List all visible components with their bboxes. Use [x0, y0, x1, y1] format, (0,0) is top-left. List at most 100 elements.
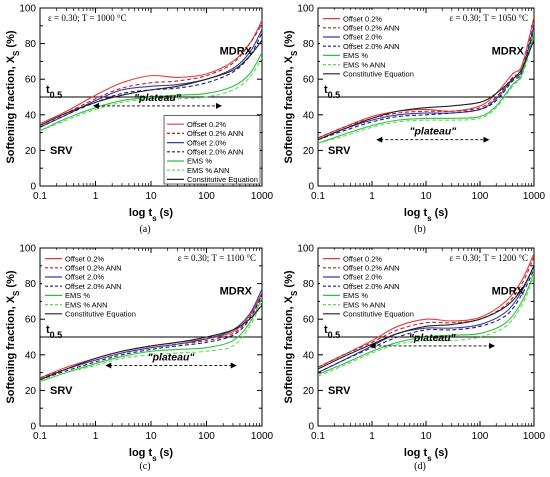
plateau-label: "plateau" [409, 332, 457, 344]
x-tick-label: 10 [145, 191, 157, 202]
y-tick-label: 0 [30, 182, 36, 193]
x-tick-label: 1 [93, 191, 99, 202]
legend-entry: Offset 2.0% ANN [65, 282, 122, 291]
legend-entry: Offset 0.2% [343, 14, 382, 23]
x-tick-label: 0.1 [311, 431, 325, 442]
y-tick-label: 40 [303, 350, 315, 361]
legend-entry: Constitutive Equation [343, 310, 414, 319]
series-line-ems-ann [40, 301, 262, 383]
series-line-ems- [40, 297, 262, 383]
condition-label: ε = 0.30; T = 1200 °C [449, 253, 528, 263]
t05-label: t0.5 [324, 84, 340, 100]
t05-label: t0.5 [46, 84, 62, 100]
series-line-ems- [40, 52, 262, 132]
legend-entry: Constitutive Equation [65, 310, 136, 319]
x-tick-label: 1 [369, 431, 375, 442]
panel-label: (a) [139, 224, 150, 235]
series-line-ems-ann [318, 36, 534, 144]
y-tick-label: 0 [308, 182, 314, 193]
plateau-arrow-head-right [215, 102, 222, 109]
legend-entry: Offset 0.2% ANN [187, 129, 244, 138]
legend-entry: Offset 2.0% ANN [187, 148, 244, 157]
mdrx-label: MDRX [220, 45, 253, 57]
y-tick-label: 40 [303, 110, 315, 121]
x-tick-label: 100 [472, 431, 489, 442]
srv-label: SRV [328, 385, 351, 397]
x-tick-label: 100 [198, 431, 215, 442]
series-line-offset-0-2-ann [318, 22, 534, 139]
x-axis-title: log ts (s) [129, 207, 174, 223]
mdrx-label: MDRX [220, 285, 253, 297]
series-line-offset-2-0-ann [318, 29, 534, 141]
x-tick-label: 1 [369, 191, 375, 202]
panel-label: (d) [414, 461, 426, 472]
y-tick-label: 60 [303, 315, 315, 326]
x-tick-label: 1 [93, 431, 99, 442]
y-tick-label: 80 [25, 279, 37, 290]
plateau-arrow-head-right [489, 342, 496, 349]
legend-box [320, 10, 416, 79]
x-tick-label: 0.1 [33, 191, 47, 202]
plateau-arrow-head-left [376, 136, 383, 143]
t05-label: t0.5 [46, 324, 62, 340]
plateau-arrow-head-left [369, 342, 376, 349]
y-tick-label: 20 [303, 146, 315, 157]
series-line-offset-2-0- [40, 288, 262, 381]
y-tick-label: 0 [308, 422, 314, 433]
legend-entry: Offset 2.0% ANN [343, 42, 400, 51]
legend-entry: Offset 2.0% [65, 273, 104, 282]
series-line-offset-0-2-ann [40, 294, 262, 379]
series-group [318, 16, 534, 144]
y-tick-label: 20 [25, 146, 37, 157]
y-tick-label: 60 [25, 315, 37, 326]
legend-entry: Offset 2.0% [343, 273, 382, 282]
legend-entry: Offset 0.2% ANN [65, 264, 122, 273]
series-line-constitutive-equation [318, 265, 534, 370]
mdrx-label: MDRX [492, 45, 525, 57]
x-tick-label: 100 [198, 191, 215, 202]
legend-entry: Offset 0.2% ANN [343, 264, 400, 273]
chart-panel-4: 0.1 1 10 100 1000 0 20 40 60 80 100 log ts (s) Softe… [283, 244, 546, 473]
y-axis-title: Softening fraction, XS (%) [283, 30, 299, 163]
y-tick-label: 20 [25, 386, 37, 397]
y-tick-label: 100 [19, 4, 36, 15]
x-tick-label: 100 [472, 191, 489, 202]
legend-entry: EMS % ANN [187, 166, 230, 175]
srv-label: SRV [328, 145, 351, 157]
series-line-offset-2-0-ann [40, 294, 262, 381]
legend-entry: Offset 0.2% [65, 254, 104, 263]
x-axis-title: log ts (s) [404, 447, 449, 463]
series-group [40, 288, 262, 383]
series-line-ems- [318, 272, 534, 375]
y-tick-label: 60 [303, 75, 315, 86]
y-tick-label: 40 [25, 350, 37, 361]
legend-entry: EMS % [187, 157, 212, 166]
legend-box [320, 250, 416, 319]
series-line-offset-0-2-ann [40, 23, 262, 126]
condition-label: ε = 0.30; T = 1050 °C [449, 13, 528, 23]
panel-label: (b) [414, 224, 426, 235]
legend-entry: EMS % [65, 291, 90, 300]
legend-entry: Offset 0.2% [187, 120, 226, 129]
y-tick-label: 80 [303, 279, 315, 290]
series-line-offset-2-0- [318, 265, 534, 374]
series-line-ems- [318, 32, 534, 144]
series-line-offset-0-2- [40, 20, 262, 125]
legend-entry: EMS % ANN [343, 300, 386, 309]
series-line-constitutive-equation [318, 39, 534, 141]
chart-panel-1: 0.1 1 10 100 1000 0 20 40 60 80 100 log ts (s) Softe… [5, 4, 274, 236]
legend-box [163, 115, 261, 185]
y-tick-label: 80 [25, 39, 37, 50]
y-tick-label: 40 [25, 110, 37, 121]
series-line-ems-ann [40, 57, 262, 132]
series-line-constitutive-equation [40, 304, 262, 381]
legend-entry: Offset 0.2% ANN [343, 24, 400, 33]
panel-label: (c) [139, 461, 150, 472]
plateau-arrow-head-right [230, 362, 237, 369]
series-group [40, 20, 262, 132]
series-line-offset-0-2- [318, 253, 534, 368]
